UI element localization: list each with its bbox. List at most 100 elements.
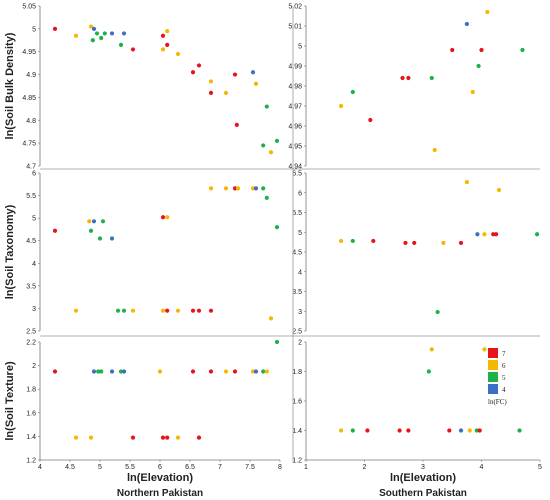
data-point	[253, 369, 259, 374]
y-tick-label: 6.5	[292, 171, 302, 178]
data-point	[190, 308, 196, 313]
data-point	[115, 308, 121, 313]
panel-1: 4.7 4.75 4.8 4.85 4.9 4.95 5 5.05 ln(Soil Bulk D…	[4, 4, 280, 171]
data-point	[406, 428, 411, 433]
y-tick-label: 3.5	[26, 283, 36, 290]
y-tick-label: 4	[298, 269, 302, 276]
data-point	[160, 215, 166, 220]
legend-swatch	[488, 348, 498, 358]
x-tick-label: 6.5	[185, 464, 195, 471]
data-point	[261, 369, 266, 374]
y-tick-label: 5.5	[26, 193, 36, 200]
y-tick-label: 5	[32, 26, 36, 33]
legend-swatch	[488, 384, 498, 394]
y-tick-label: 4.5	[292, 250, 302, 257]
y-tick-label: 4.7	[26, 164, 36, 171]
data-point	[339, 428, 344, 433]
data-point	[412, 240, 417, 246]
data-point	[350, 428, 355, 433]
data-point	[118, 369, 124, 374]
data-point	[232, 369, 238, 374]
data-point	[491, 232, 496, 237]
legend-label: 7	[502, 350, 506, 358]
data-point	[223, 90, 229, 95]
data-point	[99, 369, 104, 374]
x-tick-label: 4.5	[65, 464, 75, 471]
data-point	[250, 369, 256, 374]
data-point	[165, 29, 170, 34]
y-tick-label: 1.8	[292, 369, 302, 376]
data-point	[458, 240, 464, 246]
x-tick-label: 1	[304, 464, 308, 471]
data-point	[371, 238, 376, 244]
data-point	[447, 428, 452, 433]
legend-swatch	[488, 360, 498, 370]
data-point	[464, 179, 469, 185]
y-tick-label: 3	[298, 309, 302, 316]
x-axis-label: ln(Elevation)	[390, 472, 456, 484]
data-point	[458, 428, 464, 433]
data-point	[268, 150, 274, 155]
x-tick-label: 6	[158, 464, 162, 471]
data-point	[482, 347, 487, 352]
data-point	[130, 435, 136, 440]
data-point	[208, 369, 214, 374]
data-point	[234, 122, 239, 127]
x-tick-label: 7	[218, 464, 222, 471]
data-point	[223, 369, 229, 374]
legend-label: 6	[502, 362, 506, 370]
panel-5: 1.2 1.4 1.6 1.8 2 2.2 4 4.5 5 5.5 6 6.5 7 7.5 8 ln(Soil…	[4, 340, 282, 485]
panel-3: 2.5 3 3.5 4 4.5 5 5.5 6 ln(Soil Taxonomy)	[4, 171, 280, 336]
y-tick-label: 3.5	[292, 289, 302, 296]
data-point	[175, 435, 181, 440]
data-point	[429, 347, 434, 352]
y-tick-label: 6	[298, 190, 302, 197]
data-point	[121, 308, 127, 313]
data-point	[109, 31, 115, 36]
data-point	[441, 240, 446, 246]
y-tick-label: 4.95	[22, 49, 36, 56]
data-point	[520, 47, 525, 53]
y-axis-label: ln(Soil Taxonomy)	[4, 204, 16, 299]
panel-2: 4.94 4.95 4.96 4.97 4.98 4.99 5 5.01 5.02	[288, 4, 525, 171]
data-point	[250, 186, 256, 191]
y-tick-label: 4.99	[288, 64, 302, 71]
data-point	[403, 240, 408, 246]
y-tick-label: 5.05	[22, 4, 36, 11]
data-point	[274, 225, 280, 230]
y-tick-label: 1.2	[26, 458, 36, 465]
y-tick-label: 4	[32, 261, 36, 268]
data-point	[429, 75, 434, 81]
y-tick-label: 5.02	[288, 4, 302, 11]
x-tick-label: 3	[421, 464, 425, 471]
x-tick-label: 4	[480, 464, 484, 471]
data-point	[130, 47, 136, 52]
data-point	[97, 236, 103, 241]
data-point	[73, 435, 79, 440]
data-point	[450, 47, 455, 53]
data-point	[175, 51, 181, 57]
y-tick-label: 4.8	[26, 118, 36, 125]
data-point	[96, 369, 101, 374]
y-tick-label: 5	[298, 44, 302, 51]
y-tick-label: 4.9	[26, 72, 36, 79]
data-point	[368, 117, 373, 123]
data-point	[264, 104, 269, 109]
data-point	[264, 369, 269, 374]
y-tick-label: 2.5	[26, 329, 36, 336]
data-point	[474, 428, 479, 433]
data-point	[88, 24, 94, 29]
data-point	[406, 75, 411, 81]
data-point	[175, 308, 181, 313]
data-point	[196, 308, 202, 313]
y-tick-label: 4.95	[288, 144, 302, 151]
legend-label: 5	[502, 374, 506, 382]
data-point	[274, 339, 280, 345]
data-point	[400, 75, 405, 81]
y-tick-label: 4.97	[288, 104, 302, 111]
data-point	[268, 316, 274, 321]
x-tick-label: 2	[363, 464, 367, 471]
x-tick-label: 4	[38, 464, 42, 471]
data-point	[494, 232, 499, 237]
data-point	[264, 195, 269, 200]
